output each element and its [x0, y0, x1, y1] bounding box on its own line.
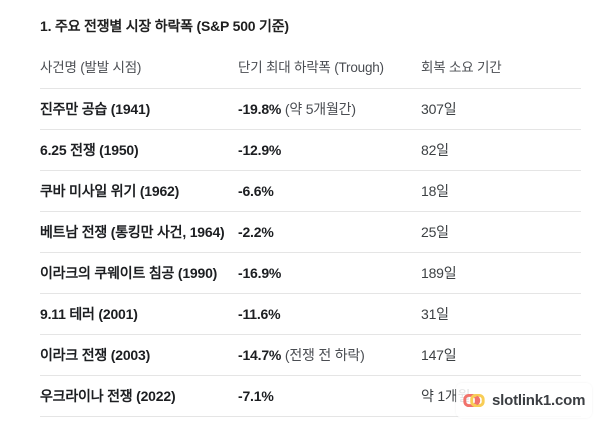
drop-cell: -12.9% [238, 142, 421, 158]
recovery-cell: 25일 [421, 224, 449, 240]
column-header-drop: 단기 최대 하락폭 (Trough) [238, 60, 384, 75]
drop-value: -16.9% [238, 265, 282, 281]
table-header-row: 사건명 (발발 시점) 단기 최대 하락폭 (Trough) 회복 소요 기간 [40, 34, 581, 89]
recovery-cell: 31일 [421, 306, 449, 322]
column-header-recovery: 회복 소요 기간 [421, 60, 502, 75]
table-container: 1. 주요 전쟁별 시장 하락폭 (S&P 500 기준) 사건명 (발발 시점… [40, 0, 581, 417]
table-row: 진주만 공습 (1941) -19.8% (약 5개월간) 307일 [40, 89, 581, 130]
table-row: 이라크 전쟁 (2003) -14.7% (전쟁 전 하락) 147일 [40, 335, 581, 376]
event-cell: 우크라이나 전쟁 (2022) [40, 388, 176, 404]
drop-value: -2.2% [238, 224, 274, 240]
event-cell: 이라크의 쿠웨이트 침공 (1990) [40, 265, 218, 281]
event-cell: 진주만 공습 (1941) [40, 101, 151, 117]
drop-value: -7.1% [238, 388, 274, 404]
table-row: 이라크의 쿠웨이트 침공 (1990) -16.9% 189일 [40, 253, 581, 294]
table-row: 6.25 전쟁 (1950) -12.9% 82일 [40, 130, 581, 171]
drop-value: -19.8% [238, 101, 282, 117]
watermark: slotlink1.com [456, 383, 593, 418]
recovery-cell: 307일 [421, 101, 457, 117]
table-row: 쿠바 미사일 위기 (1962) -6.6% 18일 [40, 171, 581, 212]
drop-note: (전쟁 전 하락) [281, 347, 365, 363]
event-cell: 쿠바 미사일 위기 (1962) [40, 183, 180, 199]
event-cell: 이라크 전쟁 (2003) [40, 347, 151, 363]
drop-value: -6.6% [238, 183, 274, 199]
drop-cell: -16.9% [238, 265, 421, 281]
drop-cell: -7.1% [238, 388, 421, 404]
table-row: 9.11 테러 (2001) -11.6% 31일 [40, 294, 581, 335]
watermark-text: slotlink1.com [492, 392, 586, 409]
drop-cell: -6.6% [238, 183, 421, 199]
page-title: 1. 주요 전쟁별 시장 하락폭 (S&P 500 기준) [40, 18, 289, 34]
drop-cell: -14.7% (전쟁 전 하락) [238, 347, 421, 363]
drop-value: -12.9% [238, 142, 282, 158]
drop-value: -11.6% [238, 306, 281, 322]
drop-note: (약 5개월간) [281, 101, 356, 117]
event-cell: 베트남 전쟁 (통킹만 사건, 1964) [40, 224, 225, 240]
recovery-cell: 147일 [421, 347, 457, 363]
event-cell: 6.25 전쟁 (1950) [40, 142, 139, 158]
recovery-cell: 18일 [421, 183, 449, 199]
drop-cell: -19.8% (약 5개월간) [238, 101, 421, 117]
chain-link-icon [463, 393, 485, 408]
table-row: 베트남 전쟁 (통킹만 사건, 1964) -2.2% 25일 [40, 212, 581, 253]
drop-value: -14.7% [238, 347, 282, 363]
event-cell: 9.11 테러 (2001) [40, 306, 138, 322]
recovery-cell: 82일 [421, 142, 449, 158]
drop-cell: -11.6% [238, 306, 421, 322]
column-header-event: 사건명 (발발 시점) [40, 60, 142, 75]
recovery-cell: 189일 [421, 265, 457, 281]
drop-cell: -2.2% [238, 224, 421, 240]
table-body: 진주만 공습 (1941) -19.8% (약 5개월간) 307일 6.25 … [40, 89, 581, 417]
